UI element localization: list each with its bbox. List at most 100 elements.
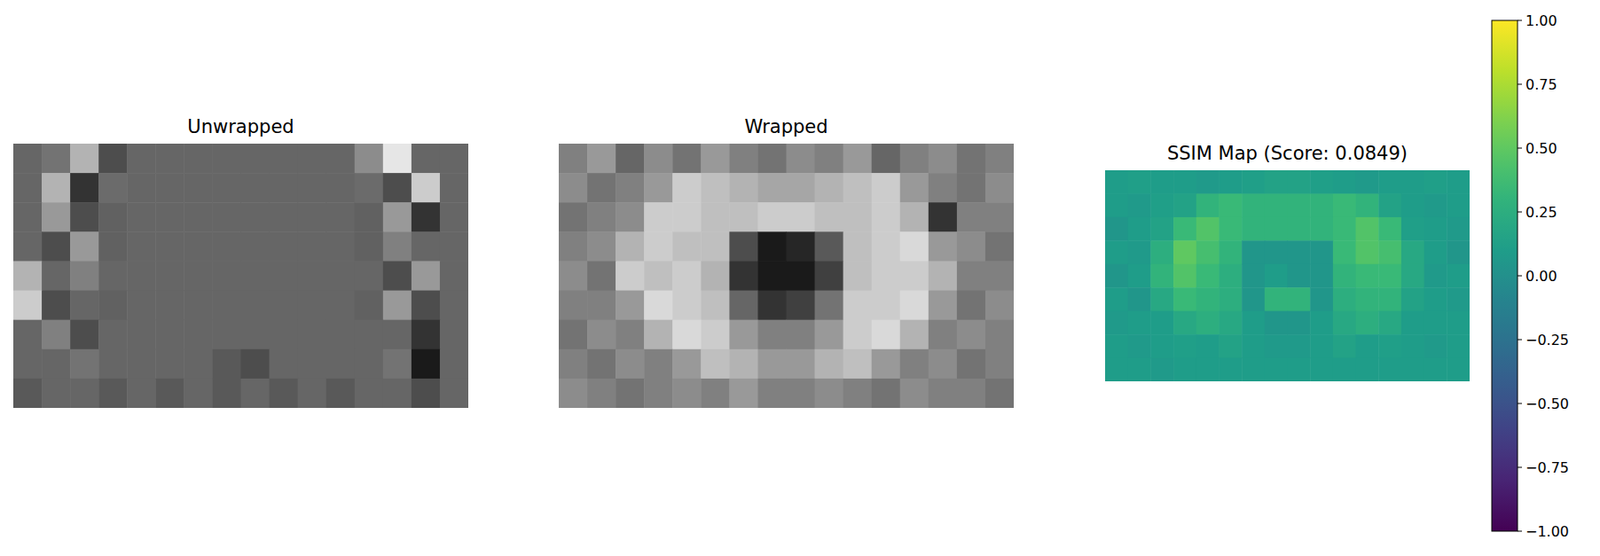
cell <box>1105 287 1129 312</box>
colorbar-tick <box>1517 531 1522 533</box>
cell <box>13 349 43 380</box>
cell <box>1333 217 1357 242</box>
cell <box>643 290 674 322</box>
cell <box>1287 240 1311 265</box>
cell <box>1128 217 1152 242</box>
cell <box>155 143 185 174</box>
cell <box>1128 170 1152 195</box>
cell <box>587 202 617 233</box>
cell <box>1287 334 1311 359</box>
cell <box>672 320 702 351</box>
cell <box>1264 311 1288 336</box>
cell <box>786 172 816 204</box>
cell <box>1401 287 1425 312</box>
cell <box>757 260 787 291</box>
colorbar-tick <box>1517 84 1522 86</box>
cell <box>13 231 43 262</box>
cell <box>700 172 730 204</box>
cell <box>1424 217 1448 242</box>
cell <box>269 290 299 322</box>
cell <box>871 378 902 408</box>
cell <box>815 143 845 174</box>
cell <box>241 172 271 204</box>
colorbar-scale <box>1491 20 1518 532</box>
cell <box>1241 240 1265 265</box>
cell <box>1356 358 1380 382</box>
cell <box>70 349 100 380</box>
cell <box>985 143 1014 174</box>
cell <box>815 172 845 204</box>
cell <box>558 231 589 262</box>
cell <box>956 260 987 291</box>
cell <box>700 143 730 174</box>
cell <box>1150 358 1174 382</box>
cell <box>41 378 71 408</box>
cell <box>70 231 100 262</box>
cell <box>1173 193 1197 218</box>
cell <box>1446 358 1470 382</box>
cell <box>1356 287 1380 312</box>
cell <box>155 231 185 262</box>
cell <box>843 349 873 380</box>
cell <box>672 260 702 291</box>
cell <box>383 349 413 380</box>
cell <box>615 202 645 233</box>
panel: Wrapped <box>558 116 1015 409</box>
cell <box>1105 217 1129 242</box>
cell <box>615 349 645 380</box>
cell <box>70 143 100 174</box>
cell <box>298 378 328 408</box>
cell <box>1218 240 1242 265</box>
cell <box>1333 170 1357 195</box>
cell <box>98 378 128 408</box>
cell <box>1378 217 1402 242</box>
cell <box>786 378 816 408</box>
colorbar-tick <box>1517 20 1522 22</box>
cell <box>1424 358 1448 382</box>
cell <box>871 202 902 233</box>
cell <box>269 378 299 408</box>
cell <box>439 378 469 408</box>
cell <box>269 260 299 291</box>
cell <box>985 349 1014 380</box>
cell <box>1105 311 1129 336</box>
cell <box>1309 358 1334 382</box>
cell <box>241 231 271 262</box>
cell <box>1128 311 1152 336</box>
cell <box>354 231 385 262</box>
cell <box>1378 311 1402 336</box>
cell <box>729 202 759 233</box>
cell <box>354 202 385 233</box>
cell <box>183 143 213 174</box>
cell <box>326 349 356 380</box>
cell <box>1333 240 1357 265</box>
cell <box>126 143 157 174</box>
cell <box>985 378 1014 408</box>
cell <box>843 231 873 262</box>
cell <box>241 202 271 233</box>
cell <box>900 231 930 262</box>
cell <box>1309 193 1334 218</box>
cell <box>900 378 930 408</box>
cell <box>928 143 958 174</box>
cell <box>1218 287 1242 312</box>
cell <box>126 290 157 322</box>
cell <box>786 320 816 351</box>
cell <box>1378 264 1402 289</box>
cell <box>1241 170 1265 195</box>
cell <box>1264 264 1288 289</box>
cell <box>211 202 242 233</box>
cell <box>700 320 730 351</box>
cell <box>326 320 356 351</box>
cell <box>1264 193 1288 218</box>
cell <box>1287 264 1311 289</box>
cell <box>1150 240 1174 265</box>
cell <box>558 143 589 174</box>
cell <box>1196 334 1220 359</box>
cell <box>643 320 674 351</box>
cell <box>843 202 873 233</box>
colorbar: −1.00−0.75−0.50−0.250.000.250.500.751.00 <box>1491 12 1569 541</box>
colorbar-tick <box>1517 403 1522 405</box>
cell <box>1264 240 1288 265</box>
cell <box>269 172 299 204</box>
